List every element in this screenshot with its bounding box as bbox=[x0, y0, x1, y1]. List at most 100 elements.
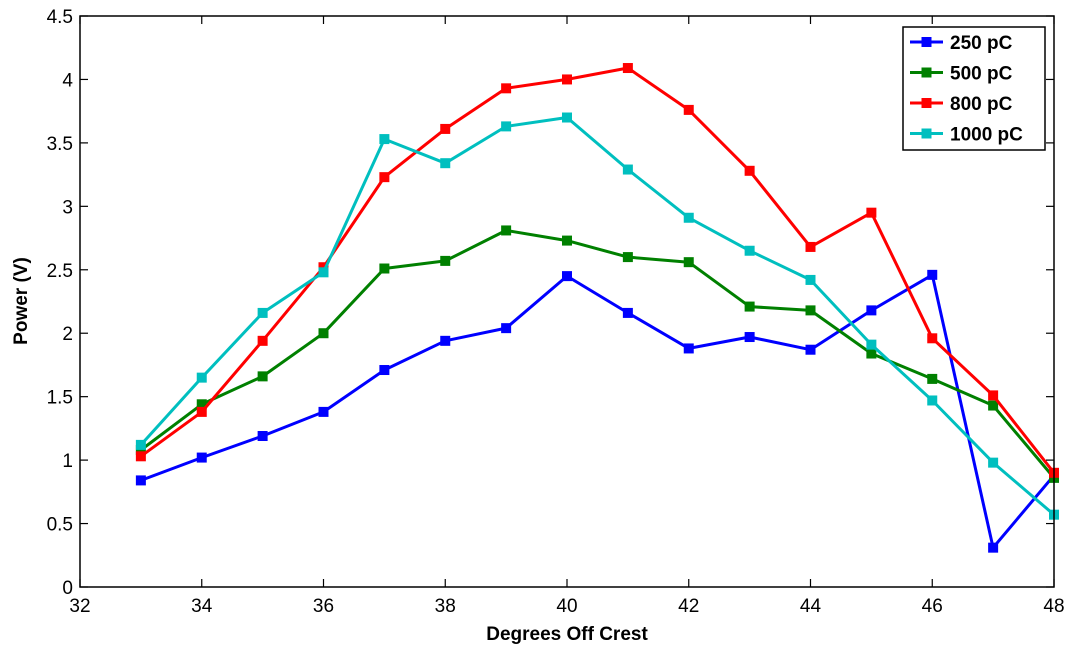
data-point-3-3 bbox=[318, 267, 329, 278]
data-point-2-4 bbox=[379, 172, 390, 183]
data-point-1-2 bbox=[257, 371, 268, 382]
x-tick-label-4: 40 bbox=[556, 596, 577, 617]
data-point-0-1 bbox=[196, 452, 207, 463]
legend: 250 pC 500 pC 800 pC 1000 pC bbox=[902, 26, 1046, 151]
y-tick-label-1: 0.5 bbox=[47, 515, 73, 536]
data-point-0-9 bbox=[683, 343, 694, 354]
data-point-0-6 bbox=[501, 323, 512, 334]
y-tick-label-0: 0 bbox=[62, 578, 73, 599]
y-tick-label-4: 2 bbox=[62, 324, 73, 345]
data-point-0-10 bbox=[744, 332, 755, 343]
plot-background bbox=[80, 16, 1054, 587]
series-line-1 bbox=[139, 228, 1056, 479]
data-point-3-1 bbox=[196, 372, 207, 383]
x-tick-label-2: 36 bbox=[313, 596, 334, 617]
data-point-2-7 bbox=[562, 74, 572, 85]
data-point-1-6 bbox=[501, 225, 512, 236]
x-tick-label-7: 46 bbox=[922, 596, 943, 617]
y-tick-label-5: 2.5 bbox=[47, 261, 73, 282]
axes-layer: 32 34 36 38 40 42 44 46 48 0 0.5 1 1.5 2 2.5 3 3.5 4 4.5 bbox=[47, 7, 1065, 617]
y-tick-label-9: 4.5 bbox=[47, 7, 73, 28]
data-point-2-5 bbox=[440, 123, 451, 134]
y-tick-label-7: 3.5 bbox=[47, 134, 73, 155]
data-point-0-2 bbox=[257, 431, 268, 442]
data-point-0-3 bbox=[318, 406, 329, 417]
data-point-1-5 bbox=[440, 255, 451, 266]
data-point-1-7 bbox=[562, 235, 572, 246]
y-axis-label: Power (V) bbox=[11, 257, 32, 345]
series-0 bbox=[135, 269, 1059, 553]
data-point-2-0 bbox=[135, 451, 146, 462]
data-point-3-9 bbox=[683, 212, 694, 223]
legend-label-2: 800 pC bbox=[950, 94, 1013, 115]
data-point-0-8 bbox=[622, 307, 633, 318]
data-point-3-4 bbox=[379, 134, 390, 145]
series-2 bbox=[135, 63, 1059, 478]
data-point-1-3 bbox=[318, 328, 329, 339]
data-point-3-14 bbox=[988, 457, 999, 468]
legend-entry-1: 500 pC bbox=[910, 64, 1013, 85]
data-point-2-10 bbox=[744, 165, 755, 176]
x-axis-label: Degrees Off Crest bbox=[486, 624, 648, 645]
data-point-2-9 bbox=[683, 104, 694, 115]
data-point-3-5 bbox=[440, 158, 451, 169]
data-point-0-14 bbox=[988, 542, 999, 553]
x-tick-label-8: 48 bbox=[1043, 596, 1064, 617]
data-point-0-0 bbox=[135, 475, 146, 486]
data-point-2-1 bbox=[196, 406, 207, 417]
data-point-3-2 bbox=[257, 307, 268, 318]
data-point-3-7 bbox=[562, 112, 572, 123]
data-point-2-12 bbox=[866, 207, 877, 218]
data-point-0-11 bbox=[805, 344, 816, 355]
data-point-2-13 bbox=[927, 333, 938, 344]
data-point-3-6 bbox=[501, 121, 512, 132]
data-point-1-9 bbox=[683, 257, 694, 268]
data-point-3-11 bbox=[805, 274, 816, 285]
legend-swatch-marker-1 bbox=[921, 67, 932, 78]
data-point-2-14 bbox=[988, 390, 999, 401]
y-tick-label-6: 3 bbox=[62, 197, 73, 218]
data-point-1-10 bbox=[744, 301, 755, 312]
series-line-2 bbox=[140, 66, 1056, 474]
data-point-0-7 bbox=[562, 271, 572, 282]
y-tick-label-2: 1 bbox=[62, 451, 73, 472]
x-tick-label-3: 38 bbox=[435, 596, 456, 617]
data-point-0-13 bbox=[927, 269, 938, 280]
legend-swatch-marker-2 bbox=[921, 98, 932, 108]
legend-swatch-marker-0 bbox=[921, 37, 932, 47]
legend-label-0: 250 pC bbox=[950, 33, 1013, 54]
legend-entry-2: 800 pC bbox=[910, 94, 1013, 115]
data-point-3-8 bbox=[622, 164, 633, 175]
data-point-2-6 bbox=[501, 83, 512, 94]
legend-label-3: 1000 pC bbox=[950, 125, 1023, 146]
y-tick-label-8: 4 bbox=[62, 70, 73, 91]
x-tick-label-1: 34 bbox=[191, 596, 213, 617]
data-point-1-8 bbox=[622, 252, 633, 263]
data-point-0-12 bbox=[866, 305, 877, 316]
data-point-3-10 bbox=[744, 245, 755, 256]
legend-entry-0: 250 pC bbox=[910, 33, 1013, 54]
legend-swatch-marker-3 bbox=[921, 128, 932, 139]
data-point-1-13 bbox=[927, 373, 938, 384]
x-tick-label-6: 44 bbox=[800, 596, 822, 617]
y-tick-label-3: 1.5 bbox=[47, 388, 73, 409]
data-point-0-5 bbox=[440, 335, 451, 346]
data-point-0-4 bbox=[379, 365, 390, 376]
data-point-1-11 bbox=[805, 305, 816, 316]
x-tick-label-5: 42 bbox=[678, 596, 699, 617]
legend-label-1: 500 pC bbox=[950, 64, 1013, 85]
series-layer bbox=[135, 63, 1059, 553]
data-point-2-11 bbox=[805, 241, 816, 252]
data-point-2-8 bbox=[622, 63, 633, 74]
data-point-1-12 bbox=[866, 348, 877, 359]
series-1 bbox=[135, 225, 1059, 483]
data-point-2-2 bbox=[257, 335, 268, 346]
data-point-3-12 bbox=[866, 339, 877, 350]
data-point-1-4 bbox=[379, 263, 390, 274]
data-point-3-13 bbox=[927, 395, 938, 406]
legend-entry-3: 1000 pC bbox=[910, 125, 1023, 146]
series-line-0 bbox=[140, 273, 1056, 550]
series-line-3 bbox=[139, 116, 1055, 516]
